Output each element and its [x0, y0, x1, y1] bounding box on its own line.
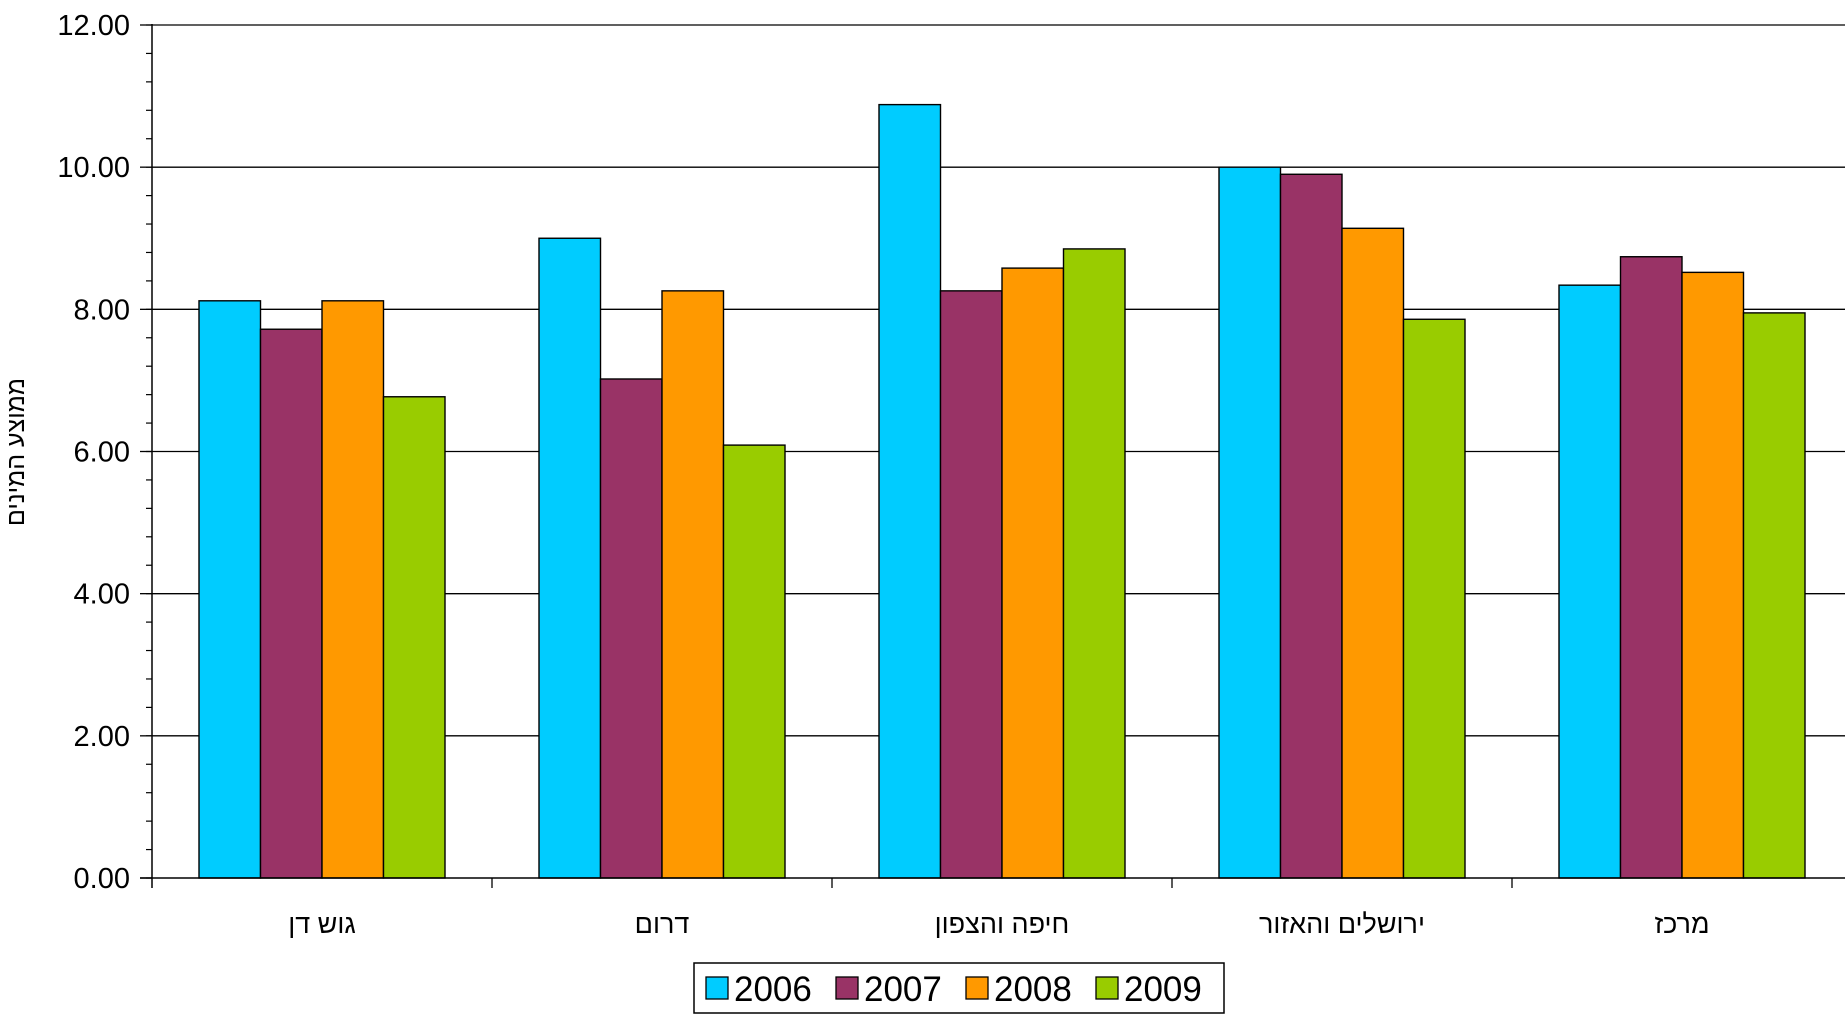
x-tick-label: מרכז	[1654, 909, 1709, 939]
bar	[1558, 284, 1622, 879]
bar	[1402, 318, 1466, 879]
bar	[1001, 267, 1065, 879]
bars	[198, 103, 1806, 879]
y-tick-label: 12.00	[57, 10, 130, 42]
legend-label: 2009	[1124, 970, 1202, 1009]
y-tick-label: 4.00	[74, 579, 130, 611]
bar	[198, 300, 262, 879]
bar	[382, 396, 446, 879]
legend-swatch	[965, 976, 989, 1000]
legend: 2006 2007 2008 2009	[693, 962, 1225, 1014]
bar	[1279, 173, 1343, 879]
legend-box	[693, 962, 1225, 1014]
bar	[1062, 248, 1126, 879]
x-tick-label: גוש דן	[288, 909, 356, 939]
bar	[1619, 256, 1683, 879]
bar	[1218, 166, 1282, 879]
legend-label: 2006	[734, 970, 812, 1009]
y-tick-label: 2.00	[74, 721, 130, 753]
x-tick-label: חיפה והצפון	[935, 909, 1070, 939]
bar	[321, 300, 385, 879]
legend-label: 2007	[864, 970, 942, 1009]
axes	[140, 24, 1845, 888]
bar	[661, 290, 725, 879]
x-tick-label: דרום	[635, 909, 690, 939]
legend-label: 2008	[994, 970, 1072, 1009]
bar	[1341, 227, 1405, 879]
y-tick-label: 0.00	[74, 863, 130, 895]
bar	[259, 328, 323, 879]
x-tick-label: ירושלים והאזור	[1259, 909, 1425, 939]
y-tick-label: 6.00	[74, 437, 130, 469]
axis-labels: 0.00 2.00 4.00 6.00 8.00 10.00 12.00 גוש דן דרום…	[57, 10, 1709, 939]
bar	[1742, 312, 1806, 879]
bar	[538, 237, 602, 879]
y-tick-label: 8.00	[74, 294, 130, 326]
legend-swatch	[705, 976, 729, 1000]
y-tick-label: 10.00	[57, 152, 130, 184]
y-axis-title: ממוצע המינים	[2, 378, 30, 526]
bar	[878, 103, 942, 879]
legend-swatch	[1095, 976, 1119, 1000]
bar	[599, 378, 663, 879]
bar	[939, 290, 1003, 879]
bar	[1681, 271, 1745, 879]
bar	[722, 444, 786, 879]
legend-swatch	[835, 976, 859, 1000]
